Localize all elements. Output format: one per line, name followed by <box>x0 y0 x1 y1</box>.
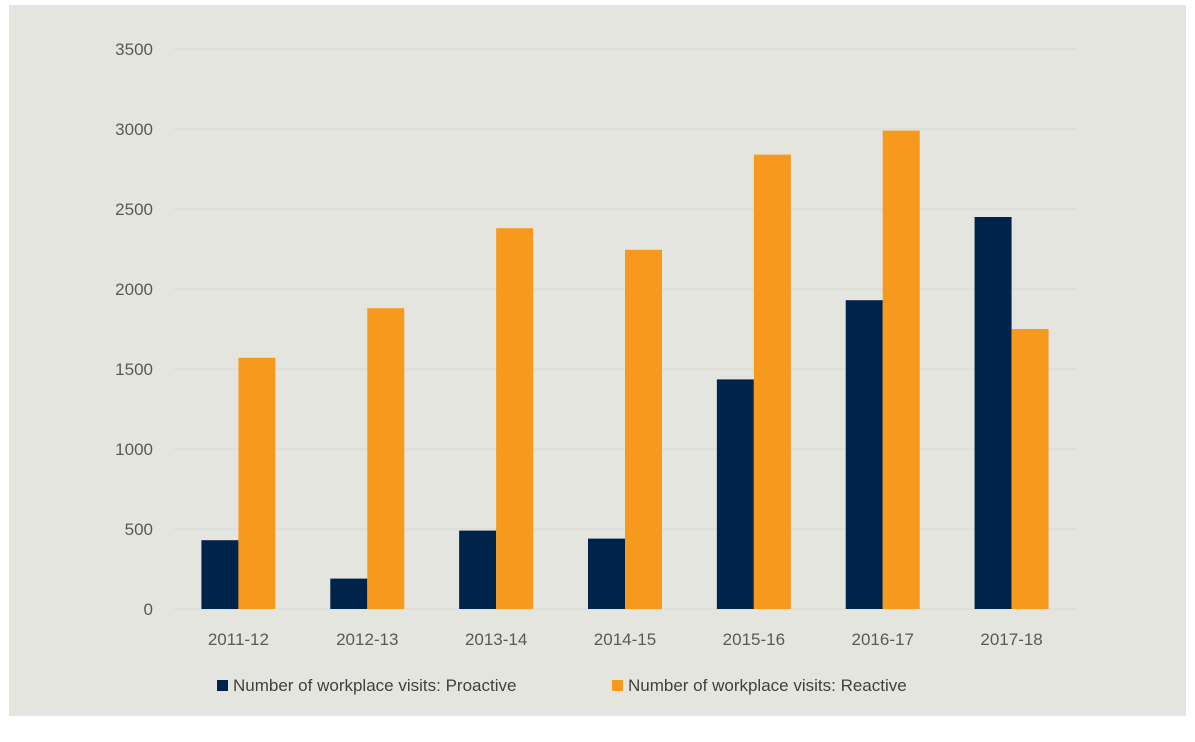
bars <box>201 130 1049 610</box>
y-tick-label: 500 <box>125 520 153 539</box>
legend-swatch <box>217 680 228 691</box>
bar-chart: 0 500 1000 1500 2000 2500 3000 3500 2011-12 2012… <box>115 40 1076 695</box>
legend: Number of workplace visits: Proactive Num… <box>217 676 907 695</box>
y-tick-label: 2500 <box>115 200 153 219</box>
x-tick-label: 2015-16 <box>723 630 785 649</box>
x-tick-label: 2016-17 <box>852 630 914 649</box>
bar-reactive-2017-18 <box>1011 329 1049 609</box>
y-tick-label: 3500 <box>115 40 153 59</box>
bar-proactive-2012-13 <box>330 578 368 609</box>
bar-reactive-2012-13 <box>367 308 405 609</box>
legend-label: Number of workplace visits: Reactive <box>628 676 907 695</box>
y-tick-label: 3000 <box>115 120 153 139</box>
bar-reactive-2013-14 <box>496 228 534 609</box>
bar-proactive-2011-12 <box>201 540 239 609</box>
bar-proactive-2014-15 <box>588 538 625 609</box>
bar-proactive-2017-18 <box>974 217 1012 609</box>
y-tick-label: 0 <box>144 600 153 619</box>
chart-frame: 0 500 1000 1500 2000 2500 3000 3500 2011-12 2012… <box>9 5 1186 716</box>
y-axis-ticks: 0 500 1000 1500 2000 2500 3000 3500 <box>115 40 153 619</box>
x-tick-label: 2011-12 <box>208 630 269 649</box>
x-axis-ticks: 2011-12 2012-13 2013-14 2014-15 2015-16 2016-… <box>208 630 1043 649</box>
bar-proactive-2013-14 <box>459 530 497 609</box>
bar-proactive-2015-16 <box>716 379 754 609</box>
x-tick-label: 2013-14 <box>465 630 527 649</box>
legend-swatch <box>612 680 623 691</box>
y-tick-label: 2000 <box>115 280 153 299</box>
bar-reactive-2014-15 <box>625 249 662 610</box>
bar-proactive-2016-17 <box>845 300 883 609</box>
bar-reactive-2016-17 <box>882 130 920 609</box>
legend-label: Number of workplace visits: Proactive <box>233 676 516 695</box>
x-tick-label: 2012-13 <box>336 630 398 649</box>
x-tick-label: 2017-18 <box>980 630 1042 649</box>
y-tick-label: 1500 <box>115 360 153 379</box>
y-tick-label: 1000 <box>115 440 153 459</box>
bar-reactive-2011-12 <box>238 357 276 609</box>
x-tick-label: 2014-15 <box>594 630 656 649</box>
bar-reactive-2015-16 <box>753 154 791 609</box>
